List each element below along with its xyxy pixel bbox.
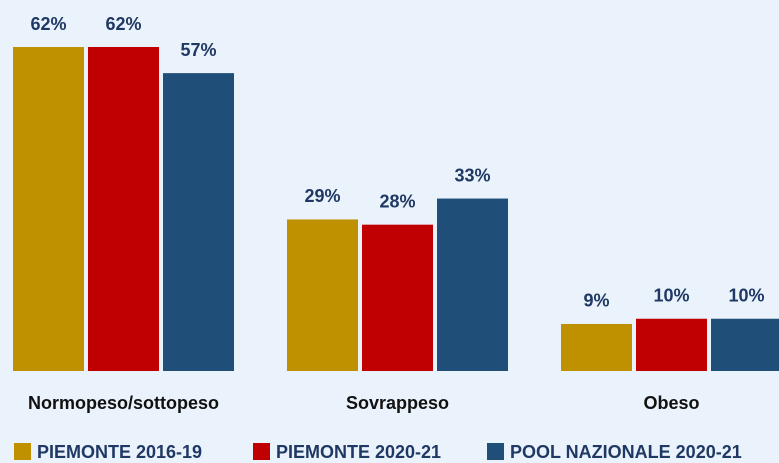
value-label: 62% xyxy=(105,14,141,34)
x-tick-label: Normopeso/sottopeso xyxy=(28,393,219,413)
x-tick-label: Sovrappeso xyxy=(346,393,449,413)
x-tick-label: Obeso xyxy=(643,393,699,413)
bar xyxy=(88,47,159,371)
bar xyxy=(711,318,779,371)
bar xyxy=(362,224,433,371)
value-label: 28% xyxy=(379,191,415,211)
value-label: 57% xyxy=(180,40,216,60)
legend-swatch xyxy=(253,443,270,460)
bar xyxy=(561,323,632,371)
legend-label: PIEMONTE 2016-19 xyxy=(37,442,202,462)
legend-swatch xyxy=(14,443,31,460)
bar xyxy=(636,318,707,371)
bar xyxy=(163,73,234,372)
bar xyxy=(287,219,358,371)
value-label: 29% xyxy=(304,186,340,206)
value-label: 10% xyxy=(728,285,764,305)
legend-label: PIEMONTE 2020-21 xyxy=(276,442,441,462)
legend-label: POOL NAZIONALE 2020-21 xyxy=(510,442,742,462)
value-label: 62% xyxy=(30,14,66,34)
bar xyxy=(13,47,84,371)
value-label: 33% xyxy=(454,165,490,185)
legend-swatch xyxy=(487,443,504,460)
value-label: 9% xyxy=(583,291,609,311)
bar xyxy=(437,198,508,371)
value-label: 10% xyxy=(653,285,689,305)
